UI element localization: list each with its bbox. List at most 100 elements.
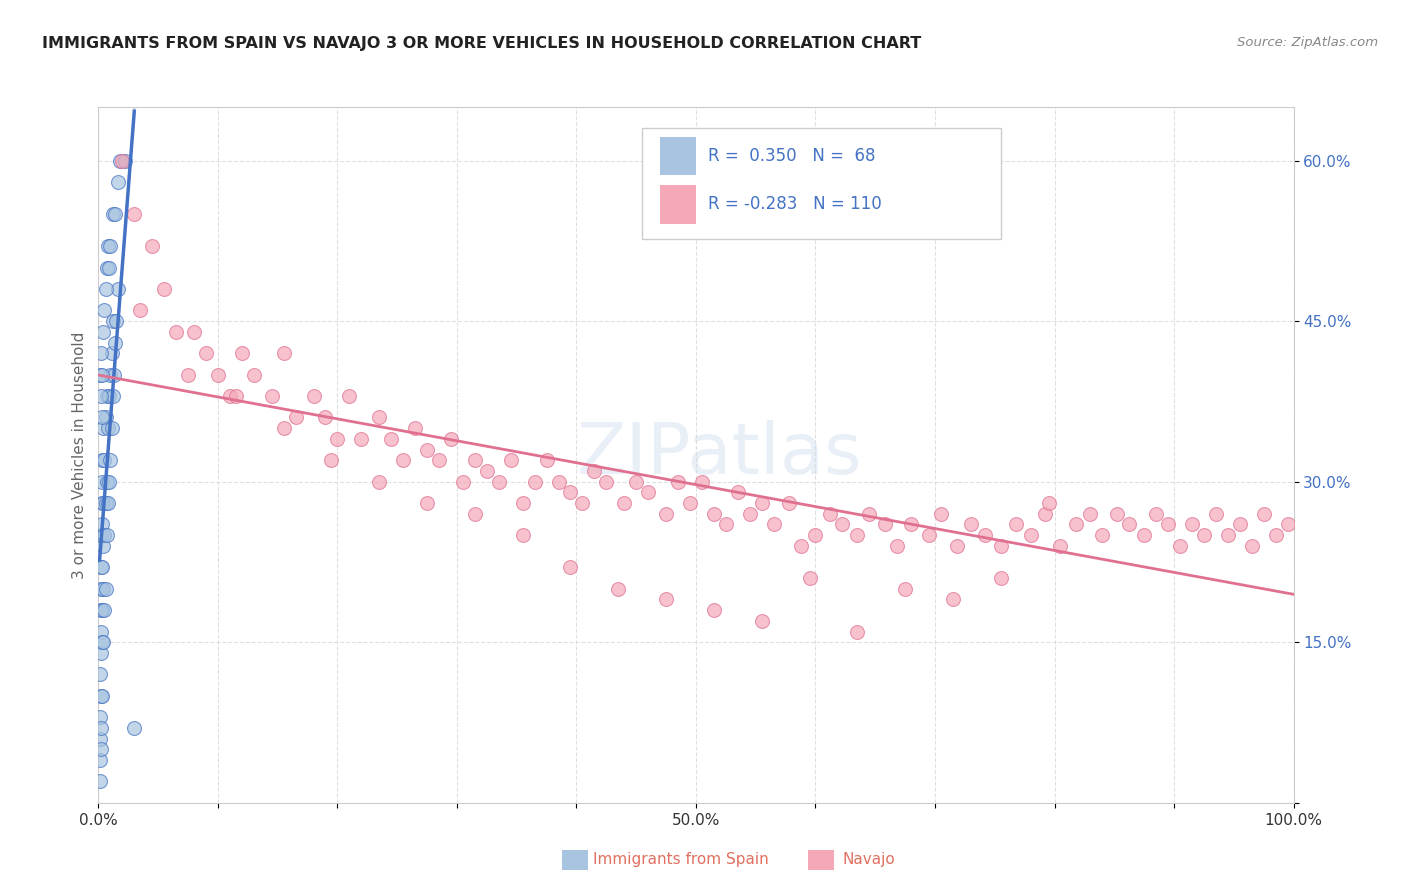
Point [219,389,242,403]
Point [91,368,114,382]
Point [1264,528,1286,542]
Point [427,453,450,467]
Point [94,282,117,296]
Point [90,603,112,617]
Point [91,560,114,574]
Point [846,528,869,542]
Point [873,517,896,532]
Point [560,560,582,574]
Point [124,721,146,735]
Point [929,507,952,521]
Point [90,560,112,574]
Point [96,260,118,275]
Point [129,303,152,318]
Point [464,453,486,467]
Point [114,153,136,168]
Point [284,410,307,425]
Point [960,517,983,532]
Point [90,742,112,756]
Point [703,507,725,521]
Point [153,282,176,296]
Point [105,314,128,328]
Point [368,410,391,425]
Point [703,603,725,617]
Point [778,496,800,510]
Point [100,421,122,435]
Y-axis label: 3 or more Vehicles in Household: 3 or more Vehicles in Household [72,331,87,579]
Point [666,475,689,489]
Point [451,475,474,489]
Point [90,646,112,660]
Point [523,475,546,489]
Point [94,410,117,425]
Point [108,153,131,168]
Point [512,528,534,542]
Text: Immigrants from Spain: Immigrants from Spain [593,853,769,867]
Point [560,485,582,500]
Point [101,314,124,328]
Point [91,496,114,510]
Point [1192,528,1215,542]
Point [846,624,869,639]
Point [89,368,111,382]
Point [91,635,114,649]
Point [1005,517,1028,532]
Point [124,207,146,221]
Point [1205,507,1227,521]
Point [1144,507,1167,521]
Point [1019,528,1042,542]
Point [91,517,114,532]
Point [315,410,337,425]
Point [91,539,114,553]
Point [392,453,415,467]
Point [1157,517,1180,532]
Point [91,410,114,425]
Point [91,475,114,489]
Point [96,528,118,542]
Point [1168,539,1191,553]
Point [1216,528,1239,542]
Point [260,389,283,403]
Point [1091,528,1114,542]
Point [89,667,111,681]
Point [98,453,122,467]
Point [104,207,127,221]
Text: Navajo: Navajo [842,853,896,867]
Point [90,582,112,596]
Point [177,368,200,382]
Point [107,282,129,296]
Point [350,432,373,446]
Text: IMMIGRANTS FROM SPAIN VS NAVAJO 3 OR MORE VEHICLES IN HOUSEHOLD CORRELATION CHAR: IMMIGRANTS FROM SPAIN VS NAVAJO 3 OR MOR… [42,36,921,51]
Point [990,571,1012,585]
Point [613,496,636,510]
Point [942,592,965,607]
Point [195,346,218,360]
Text: R =  0.350   N =  68: R = 0.350 N = 68 [709,147,876,165]
Point [207,368,229,382]
Text: ZIPatlas: ZIPatlas [576,420,863,490]
Point [103,368,125,382]
Point [89,753,111,767]
FancyBboxPatch shape [661,136,696,175]
Point [93,303,115,318]
Point [94,496,117,510]
Point [583,464,606,478]
Point [98,389,121,403]
Point [475,464,498,478]
Point [945,539,967,553]
Point [91,325,114,339]
Point [831,517,853,532]
Point [679,496,702,510]
Point [165,325,187,339]
Point [98,260,121,275]
Point [380,432,402,446]
Point [536,453,558,467]
Point [326,432,349,446]
Point [302,389,325,403]
Point [416,496,439,510]
Point [183,325,205,339]
Point [655,592,678,607]
Point [440,432,463,446]
Point [738,507,761,521]
Point [799,571,821,585]
